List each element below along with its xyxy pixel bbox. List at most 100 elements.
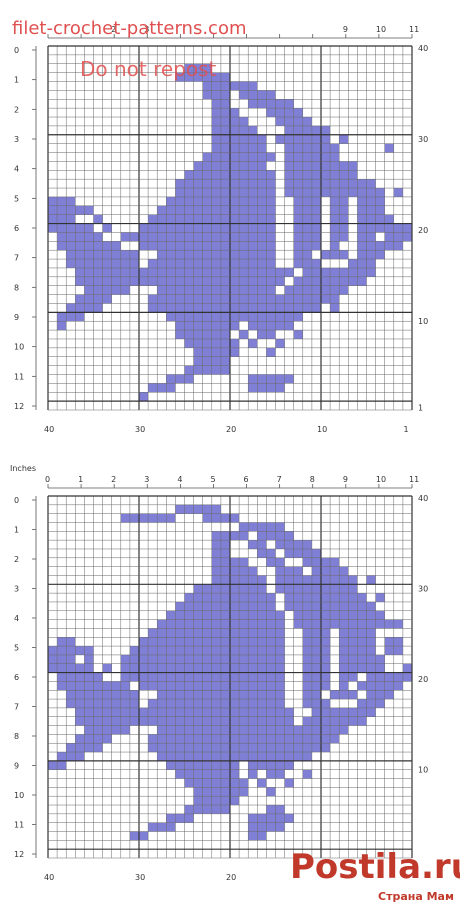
filled-cell [75,752,85,761]
filled-cell [302,170,312,180]
filled-cell [129,646,139,655]
filled-cell [239,143,249,153]
filled-cell [211,90,221,100]
filled-cell [211,628,221,638]
filled-cell [248,303,258,313]
filled-cell [275,383,285,393]
filled-cell [384,241,394,251]
filled-cell [357,250,367,260]
filled-cell [66,232,76,242]
filled-cell [220,531,230,541]
filled-cell [257,267,267,277]
filled-cell [275,813,285,823]
filled-cell [230,205,240,215]
filled-cell [175,223,185,233]
filled-cell [166,646,176,655]
filled-cell [248,628,258,638]
filled-cell [111,285,121,295]
filled-cell [211,321,221,331]
filled-cell [284,312,294,322]
filled-cell [230,196,240,206]
filled-cell [184,654,194,664]
filled-cell [148,707,158,717]
filled-cell [230,125,240,135]
filled-cell [211,170,221,180]
filled-cell [330,267,340,277]
filled-cell [266,312,276,322]
filled-cell [139,654,149,664]
top-tick-label: 9 [343,475,348,484]
filled-cell [230,134,240,144]
filled-cell [293,566,303,576]
filled-cell [357,619,367,629]
filled-cell [266,259,276,268]
filled-cell [257,383,267,393]
filled-cell [257,152,267,162]
filled-cell [166,267,176,277]
filled-cell [157,205,167,215]
filled-cell [129,690,139,700]
filled-cell [230,619,240,629]
filled-cell [184,813,194,823]
filled-cell [339,619,349,629]
filled-cell [202,752,212,761]
filled-cell [157,654,167,664]
filled-cell [102,241,112,251]
filled-cell [266,593,276,602]
top-tick-label: 4 [177,475,182,484]
filled-cell [357,276,367,286]
filled-cell [184,276,194,286]
filled-cell [66,743,76,753]
filled-cell [220,134,230,144]
filled-cell [111,250,121,260]
filled-cell [184,303,194,313]
filled-cell [57,681,67,691]
filled-cell [366,575,376,585]
filled-cell [220,513,230,523]
filled-cell [193,356,203,366]
filled-cell [211,117,221,126]
filled-cell [202,276,212,286]
filled-cell [193,312,203,322]
filled-cell [357,628,367,638]
filled-cell [275,752,285,761]
filled-cell [330,601,340,611]
filled-cell [193,690,203,700]
filled-cell [266,672,276,682]
filled-cell [148,699,158,708]
filled-cell [311,125,321,135]
filled-cell [157,214,167,224]
filled-cell [148,267,158,277]
filled-cell [275,540,285,549]
filled-cell [239,637,249,647]
inches-tick-label: 0 [14,46,19,55]
inches-tick-label: 2 [14,105,19,114]
filled-cell [384,143,394,153]
filled-cell [366,654,376,664]
filled-cell [202,725,212,735]
filled-cell [211,232,221,242]
filled-cell [211,72,221,82]
filled-cell [311,134,321,144]
filled-cell [239,654,249,664]
filled-cell [202,690,212,700]
filled-cell [230,584,240,594]
filled-cell [211,654,221,664]
filled-cell [348,619,358,629]
filled-cell [402,232,412,242]
filled-cell [93,267,103,277]
filled-cell [148,223,158,233]
filled-cell [375,196,385,206]
filled-cell [175,610,185,620]
filled-cell [339,250,349,260]
filled-cell [202,760,212,770]
filled-cell [275,267,285,277]
filled-cell [211,548,221,558]
filled-cell [66,654,76,664]
filled-cell [257,161,267,171]
filled-cell [93,699,103,708]
filled-cell [311,601,321,611]
filled-cell [148,646,158,655]
filled-cell [93,276,103,286]
filled-cell [366,214,376,224]
